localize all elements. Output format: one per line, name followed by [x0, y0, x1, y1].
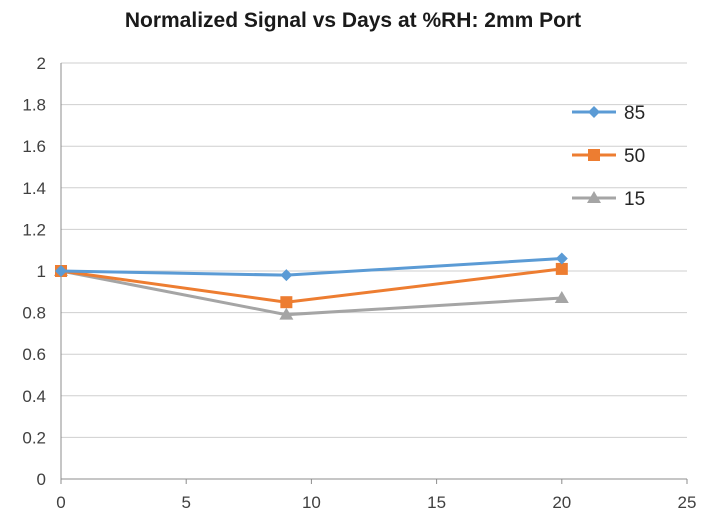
x-tick-label: 25: [678, 493, 697, 512]
y-tick-label: 1.6: [22, 137, 46, 156]
data-point: [279, 307, 294, 320]
x-tick-label: 20: [552, 493, 571, 512]
y-tick-label: 1.2: [22, 220, 46, 239]
legend-swatch-marker: [588, 149, 600, 161]
legend: 85 50 15: [572, 103, 645, 210]
x-tick-label: 0: [56, 493, 65, 512]
legend-swatch-marker: [587, 191, 601, 203]
data-point: [555, 252, 568, 265]
legend-label: 50: [624, 146, 645, 167]
data-point: [280, 296, 293, 309]
data-point: [55, 265, 67, 277]
y-tick-label: 0.8: [22, 304, 46, 323]
y-tick-label: 0.6: [22, 345, 46, 364]
data-point: [555, 262, 568, 275]
y-tick-label: 1: [37, 262, 46, 281]
legend-swatch-marker: [588, 106, 600, 118]
data-point: [280, 269, 293, 282]
series-line: [60, 257, 562, 277]
y-tick-label: 1.8: [22, 96, 46, 115]
series-85: [55, 252, 568, 282]
legend-label: 85: [624, 103, 645, 124]
x-tick-label: 5: [181, 493, 190, 512]
y-tick-label: 1.4: [22, 179, 46, 198]
x-tick-label: 15: [427, 493, 446, 512]
series-group: [54, 252, 569, 320]
y-tick-label: 0.4: [22, 387, 46, 406]
legend-label: 15: [624, 189, 645, 210]
chart-title: Normalized Signal vs Days at %RH: 2mm Po…: [125, 9, 581, 32]
legend-item-15: 15: [572, 189, 645, 210]
y-tick-label: 2: [37, 54, 46, 73]
legend-item-85: 85: [572, 103, 645, 124]
y-tick-label: 0.2: [22, 428, 46, 447]
x-tick-label: 10: [302, 493, 321, 512]
y-tick-label: 0: [37, 470, 46, 489]
axes: 00.20.40.60.811.21.41.61.820 5 10 15 20 25: [22, 54, 696, 512]
data-point: [554, 291, 569, 304]
legend-item-50: 50: [572, 146, 645, 167]
